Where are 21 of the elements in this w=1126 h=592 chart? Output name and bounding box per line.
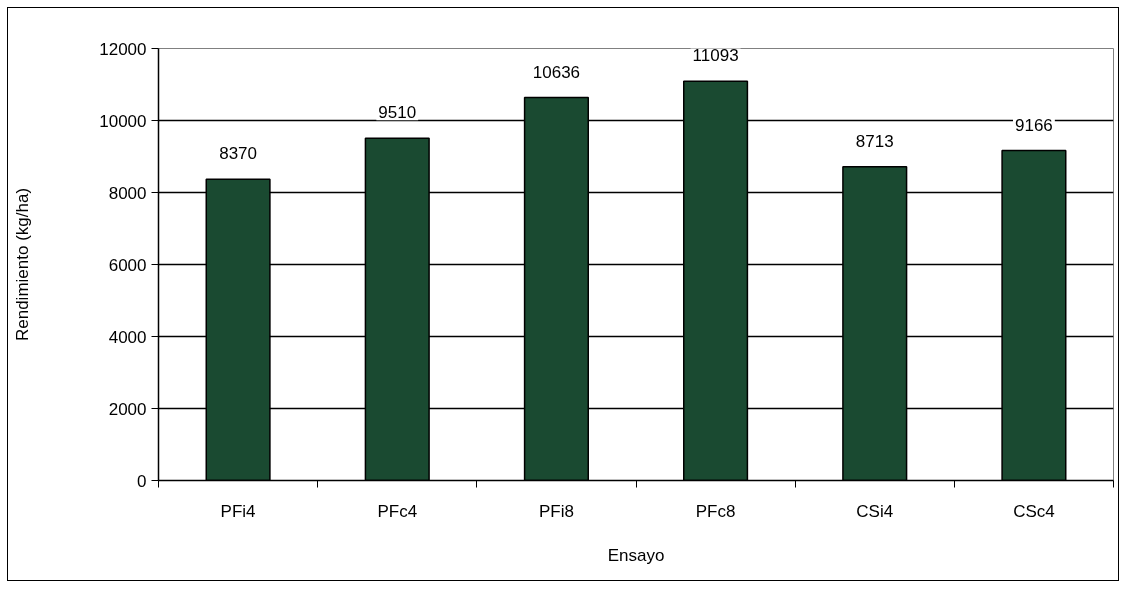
y-tick-label: 8000: [108, 183, 147, 203]
data-label: 9510: [378, 103, 417, 123]
y-tick-label: 10000: [99, 111, 147, 131]
data-label: 8713: [855, 131, 894, 151]
x-tick-label: CSc4: [1013, 501, 1055, 521]
x-tick-label: CSi4: [856, 501, 894, 521]
x-tick-label: PFc8: [695, 501, 736, 521]
y-tick-label: 4000: [108, 327, 147, 347]
y-tick-label: 6000: [108, 255, 147, 275]
y-tick-label: 0: [137, 471, 147, 491]
x-tick-label: PFi8: [538, 501, 574, 521]
y-tick-label: 12000: [99, 39, 147, 59]
x-axis-title: Ensayo: [607, 545, 665, 565]
x-tick-label: PFi4: [220, 501, 256, 521]
data-label: 8370: [219, 144, 257, 164]
y-axis-title: Rendimiento (kg/ha): [13, 187, 33, 342]
data-label: 9166: [1015, 115, 1053, 135]
data-label: 11093: [692, 46, 739, 66]
y-tick-label: 2000: [108, 399, 147, 419]
x-tick-label: PFc4: [377, 501, 418, 521]
data-label: 10636: [532, 62, 581, 82]
